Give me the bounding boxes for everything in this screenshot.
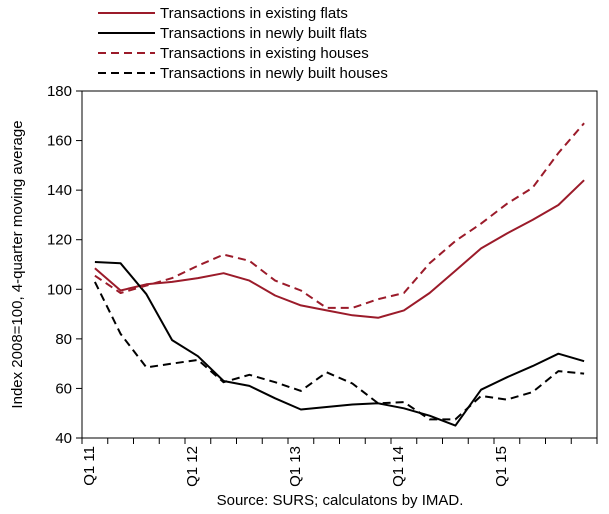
y-tick-label: 60	[55, 380, 72, 397]
series-group	[94, 122, 585, 427]
x-tick-label: Q1 11	[81, 446, 98, 486]
x-tick-label: Q1 12	[184, 446, 201, 487]
y-tick-label: 120	[47, 232, 72, 249]
series-line-3	[94, 122, 585, 309]
x-tick-label: Q1 13	[287, 446, 304, 487]
y-tick-label: 40	[55, 430, 72, 447]
x-axis: Q1 11 Q1 12 Q1 13 Q1 14 Q1 15	[81, 438, 598, 487]
series-line-4	[94, 281, 585, 421]
legend-label: Transactions in newly built flats	[160, 25, 367, 42]
y-axis-label: Index 2008=100, 4-quarter moving average	[9, 120, 26, 408]
x-tick-label: Q1 14	[390, 446, 407, 487]
x-tick-label: Q1 15	[493, 446, 510, 487]
y-axis: 40 60 80 100 120 140 160 180	[47, 83, 82, 447]
series-line-1	[94, 179, 585, 319]
y-tick-label: 80	[55, 331, 72, 348]
legend: Transactions in existing flats Transactio…	[98, 5, 388, 82]
y-tick-label: 180	[47, 83, 72, 100]
plot-frame	[81, 90, 598, 439]
legend-label: Transactions in existing flats	[160, 5, 348, 22]
y-tick-label: 160	[47, 133, 72, 150]
y-tick-label: 100	[47, 281, 72, 298]
legend-label: Transactions in newly built houses	[160, 65, 388, 82]
y-tick-label: 140	[47, 182, 72, 199]
source-note: Source: SURS; calculatons by IMAD.	[217, 492, 464, 509]
legend-label: Transactions in existing houses	[160, 45, 369, 62]
series-line-2	[94, 261, 585, 427]
